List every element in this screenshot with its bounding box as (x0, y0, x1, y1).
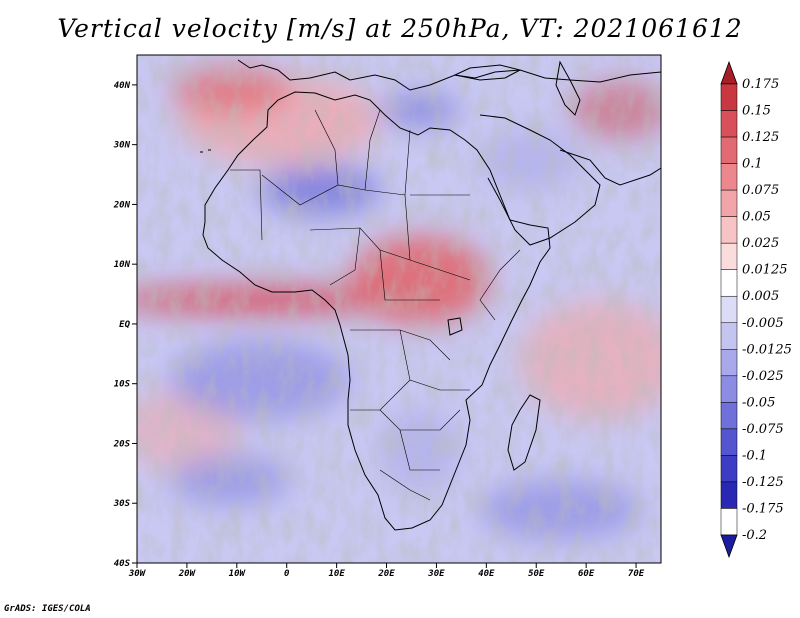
colorbar-swatch (720, 402, 738, 430)
colorbar-swatch (720, 136, 738, 164)
colorbar-label: -0.075 (742, 422, 784, 437)
colorbar-label: 0.1 (742, 157, 763, 172)
colorbar-label: 0.0125 (742, 263, 788, 278)
lon-tick-label: 30W (128, 569, 147, 579)
lon-tick-label: 60E (578, 569, 595, 579)
colorbar-top-arrow (720, 60, 738, 85)
colorbar-label: -0.005 (742, 316, 784, 331)
lake-victoria (447, 317, 463, 336)
colorbar-swatch (720, 322, 738, 350)
colorbar-label: -0.05 (742, 395, 775, 410)
lon-tick-label: 70E (628, 569, 645, 579)
longitude-axis: 30W 20W 10W 0 10E 20E 30E 40E 50E 60E 70E (128, 563, 645, 579)
canary-islands (200, 149, 211, 153)
arabia-coastline (479, 114, 601, 246)
field-texture (137, 55, 661, 563)
colorbar-swatch (720, 349, 738, 377)
colorbar-swatch (720, 163, 738, 191)
colorbar-label: 0.075 (742, 183, 779, 198)
persian-gulf (559, 149, 661, 186)
lat-tick-label: EQ (119, 320, 130, 330)
colorbar-label: 0.15 (742, 104, 771, 119)
credit-text: GrADS: IGES/COLA (4, 604, 91, 614)
country-borders (230, 109, 521, 501)
lat-tick-label: 20N (113, 200, 131, 210)
colorbar-swatch (720, 189, 738, 217)
colorbar-label: 0.005 (742, 289, 779, 304)
colorbar-swatch (720, 269, 738, 297)
vertical-velocity-field (137, 55, 661, 563)
lon-tick-label: 30E (427, 569, 445, 579)
colorbar-label: 0.175 (742, 77, 779, 92)
lon-tick-label: 50E (528, 569, 545, 579)
lon-tick-label: 10W (229, 569, 247, 579)
colorbar-label: 0.05 (742, 210, 771, 225)
caspian-sea (555, 60, 581, 116)
madagascar (507, 394, 541, 471)
colorbar-label: 0.025 (742, 236, 779, 251)
colorbar-bottom-arrow (720, 534, 738, 559)
lat-tick-label: 20S (113, 439, 131, 449)
africa-coastline (202, 91, 551, 531)
black-sea (453, 64, 522, 81)
latitude-axis: 40N 30N 20N 10N EQ 10S 20S 30S 40S (113, 81, 137, 569)
colorbar-swatch (720, 508, 738, 536)
colorbar-swatch (720, 455, 738, 483)
colorbar-swatch (720, 481, 738, 509)
colorbar-label: -0.175 (742, 501, 784, 516)
lat-tick-label: 40S (114, 559, 131, 569)
colorbar-label: -0.025 (742, 369, 784, 384)
lat-tick-label: 40N (114, 81, 131, 91)
colorbar-label: -0.2 (742, 528, 767, 543)
colorbar-swatch (720, 242, 738, 270)
lon-tick-label: 0 (284, 569, 290, 579)
colorbar-label: -0.0125 (742, 342, 792, 357)
colorbar-swatch (720, 216, 738, 244)
map-title: Vertical velocity [m/s] at 250hPa, VT: 2… (57, 14, 743, 43)
colorbar: 0.175 0.15 0.125 0.1 0.075 0.05 0.025 0.0125 0.0… (720, 60, 792, 559)
lat-tick-label: 10N (114, 260, 131, 270)
coastlines (200, 59, 661, 531)
colorbar-label: -0.125 (742, 475, 784, 490)
europe-coastline (237, 59, 661, 91)
colorbar-swatch (720, 295, 738, 324)
lon-tick-label: 40E (478, 569, 495, 579)
lon-tick-label: 20E (377, 569, 395, 579)
colorbar-swatch (720, 110, 738, 138)
map-frame (136, 54, 662, 564)
lon-tick-label: 10E (328, 569, 345, 579)
lat-tick-label: 10S (114, 380, 131, 390)
colorbar-label: -0.1 (742, 448, 767, 463)
colorbar-swatch (720, 375, 738, 403)
colorbar-swatch (720, 83, 738, 111)
lat-tick-label: 30S (113, 499, 131, 509)
colorbar-swatch (720, 428, 738, 456)
lat-tick-label: 30N (113, 141, 131, 151)
colorbar-label: 0.125 (742, 130, 779, 145)
lon-tick-label: 20W (178, 569, 197, 579)
